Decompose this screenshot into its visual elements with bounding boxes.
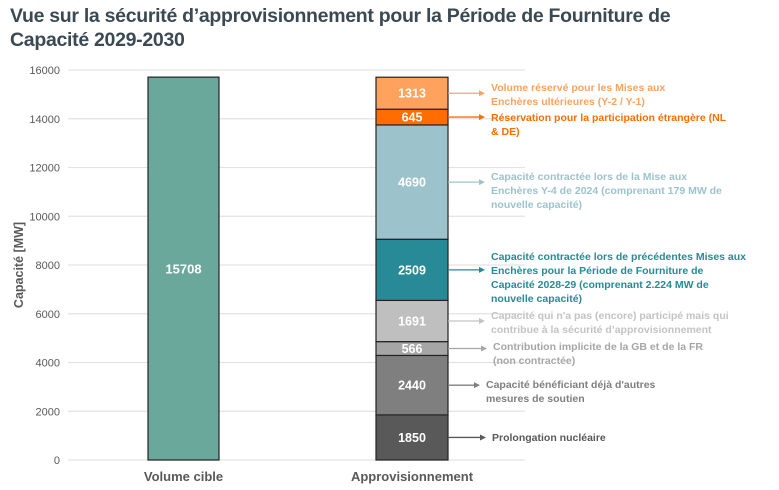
annotation-line: Contribution implicite de la GB et de la…	[493, 340, 704, 353]
y-tick-label: 16000	[29, 65, 60, 77]
bar-volume-cible	[147, 76, 220, 461]
segment-value-label: 1313	[398, 87, 426, 101]
segment-value-label: 2440	[398, 379, 426, 393]
arrow-head	[481, 345, 487, 352]
annotation-line: Capacité qui n'a pas (encore) participé …	[491, 310, 729, 323]
annotation-label: Capacité contractée lors de la Mise aux E…	[491, 170, 722, 212]
segment-value-label: 2509	[398, 263, 426, 277]
arrow-head	[479, 179, 485, 186]
bar-segment	[375, 238, 449, 302]
bar-segment	[375, 354, 449, 416]
annotation-label: Capacité qui n'a pas (encore) participé …	[491, 309, 729, 337]
arrow-head	[480, 434, 486, 441]
segment-value-label: 566	[402, 342, 423, 356]
annotation-label: Capacité contractée lors de précédentes …	[491, 250, 746, 306]
x-category-label: Volume cible	[144, 469, 223, 484]
segment-value-label: 4690	[398, 176, 426, 190]
annotation-line: contribue à la sécurité d’approvisionnem…	[491, 324, 712, 337]
annotation-line: Capacité contractée lors de la Mise aux	[491, 171, 688, 184]
arrow-head	[479, 318, 485, 325]
x-category-label: Approvisionnement	[351, 469, 474, 484]
y-axis-label: Capacité [MW]	[12, 222, 26, 308]
y-tick-label: 0	[54, 455, 60, 467]
segment-value-label: 645	[402, 111, 423, 125]
bar-value-label: 15708	[165, 262, 201, 277]
arrow-head	[474, 382, 480, 389]
annotation-line: mesures de soutien	[486, 393, 585, 406]
y-tick-label: 12000	[29, 163, 60, 175]
annotation-line: (non contractée)	[493, 354, 576, 367]
annotation-line: Enchères ultérieures (Y-2 / Y-1)	[491, 96, 645, 109]
segment-value-label: 1850	[398, 431, 426, 445]
annotation-line: nouvelle capacité)	[491, 199, 583, 212]
annotation-line: & DE)	[491, 126, 520, 139]
annotation-label: Réservation pour la participation étrang…	[491, 111, 726, 139]
arrow-head	[479, 266, 485, 273]
annotation-label: Prolongation nucléaire	[492, 431, 606, 445]
annotation-line: Enchères pour la Période de Fourniture d…	[491, 264, 704, 277]
annotation-line: nouvelle capacité)	[491, 292, 583, 305]
annotation-line: Capacité contractée lors de précédentes …	[491, 250, 747, 263]
annotation-label: Contribution implicite de la GB et de la…	[493, 340, 703, 368]
annotation-line: Enchères Y-4 de 2024 (comprenant 179 MW …	[491, 185, 722, 198]
y-tick-label: 10000	[29, 211, 60, 223]
annotation-label: Volume réservé pour les Mises aux Enchère…	[491, 81, 665, 109]
annotation-line: Prolongation nucléaire	[492, 432, 606, 445]
annotation-line: Réservation pour la participation étrang…	[491, 112, 727, 125]
arrow-head	[479, 90, 485, 97]
annotation-line: Capacité bénéficiant déjà d'autres	[486, 379, 656, 392]
y-tick-label: 4000	[36, 358, 60, 370]
annotation-label: Capacité bénéficiant déjà d'autres mesure…	[486, 378, 655, 406]
y-tick-label: 8000	[36, 260, 60, 272]
annotation-line: Capacité 2028-29 (comprenant 2.224 MW de	[491, 278, 709, 291]
bar-segment	[375, 76, 449, 110]
segment-value-label: 1691	[398, 315, 426, 329]
annotation-line: Volume réservé pour les Mises aux	[491, 82, 666, 95]
y-tick-label: 14000	[29, 114, 60, 126]
y-tick-label: 6000	[36, 309, 60, 321]
y-tick-label: 2000	[36, 406, 60, 418]
arrow-head	[479, 114, 485, 121]
chart-title: Vue sur la sécurité d’approvisionnement …	[10, 5, 671, 51]
